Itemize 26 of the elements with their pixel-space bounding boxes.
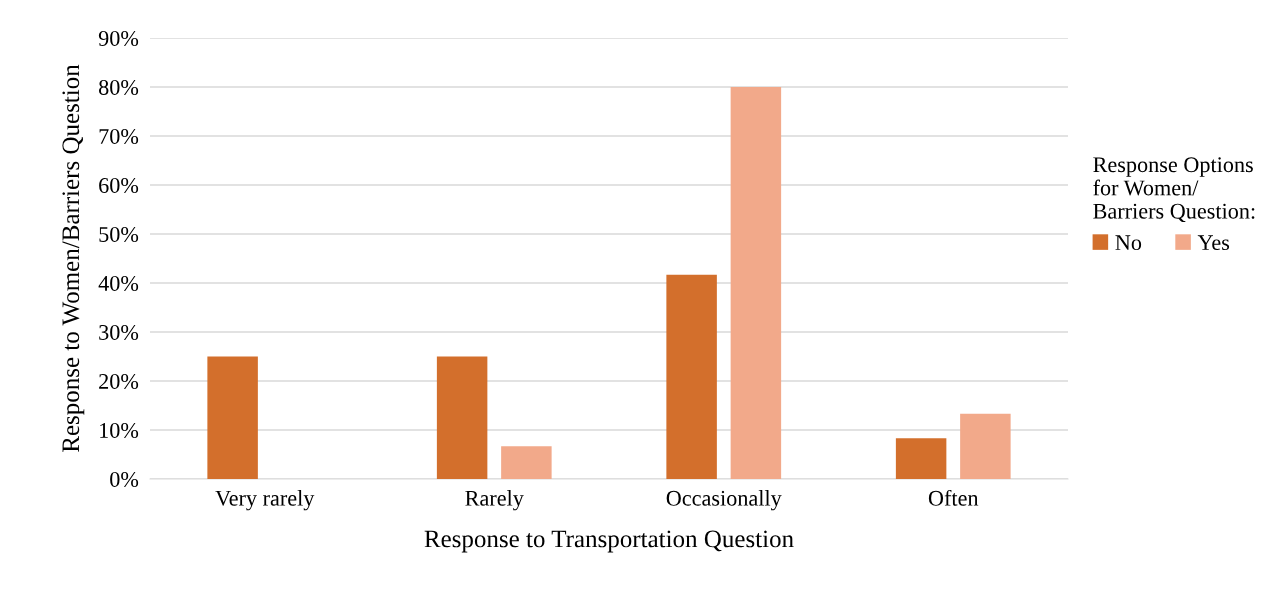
bar xyxy=(895,438,947,479)
y-tick-label: 0% xyxy=(110,471,139,487)
bar xyxy=(730,87,782,479)
x-axis-title: Response to Transportation Question xyxy=(424,530,794,553)
y-tick-label: 50% xyxy=(99,226,139,242)
bar xyxy=(501,446,552,479)
bar xyxy=(960,413,1011,479)
legend-title: Response Options for Women/ Barriers Question: xyxy=(1093,157,1255,223)
y-tick-label: 90% xyxy=(98,30,139,46)
y-tick-label: 10% xyxy=(100,422,139,438)
y-tick-label: 30% xyxy=(99,324,139,340)
bar xyxy=(666,274,717,479)
bar xyxy=(436,356,488,479)
y-tick-label: 40% xyxy=(98,275,139,291)
y-tick-label: 60% xyxy=(99,177,139,193)
y-tick-label: 70% xyxy=(99,128,139,144)
x-tick-label: Rarely xyxy=(465,490,524,511)
y-tick-label: 20% xyxy=(99,373,139,389)
x-tick-label: Occasionally xyxy=(666,490,782,511)
legend-label: No xyxy=(1115,235,1142,251)
y-axis-title: Response to Women/Barriers Question xyxy=(62,64,85,453)
x-tick-label: Very rarely xyxy=(215,490,315,511)
y-tick-label: 80% xyxy=(99,79,139,95)
x-tick-label: Often xyxy=(928,489,979,506)
bar xyxy=(207,356,258,479)
legend-label: Yes xyxy=(1197,235,1230,251)
